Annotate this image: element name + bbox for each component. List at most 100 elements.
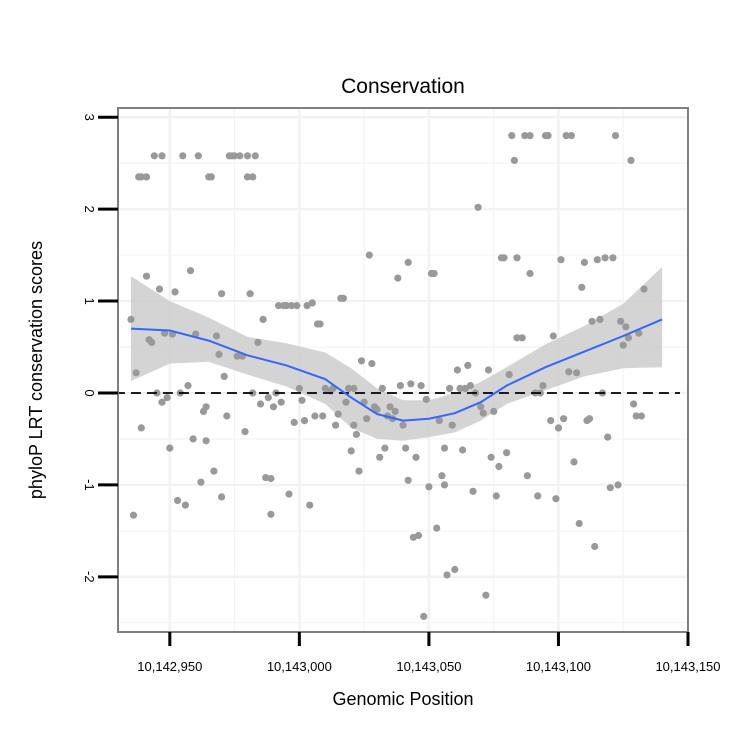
data-point — [295, 384, 303, 392]
data-point — [534, 492, 542, 500]
data-point — [311, 412, 319, 420]
data-point — [554, 424, 563, 432]
data-point — [396, 382, 404, 390]
data-point — [316, 320, 324, 328]
data-point — [585, 415, 594, 423]
y-axis-title: phyloP LRT conservation scores — [26, 241, 46, 499]
data-point — [210, 467, 218, 475]
data-point — [300, 417, 309, 425]
data-point — [487, 453, 495, 461]
data-point — [241, 428, 249, 436]
data-point — [637, 412, 646, 420]
data-point — [565, 368, 573, 376]
data-point — [630, 400, 638, 408]
chart-title: Conservation — [341, 75, 465, 98]
data-point — [243, 152, 252, 160]
data-point — [539, 382, 547, 390]
data-point — [440, 444, 449, 452]
data-point — [402, 444, 410, 452]
data-point — [155, 285, 164, 293]
data-point — [627, 156, 635, 164]
data-point — [339, 294, 347, 302]
data-point — [350, 421, 358, 429]
data-point — [503, 449, 511, 457]
data-point — [233, 352, 241, 360]
data-point — [179, 152, 187, 160]
data-point — [591, 542, 599, 551]
data-point — [223, 412, 231, 420]
plot-frame — [117, 107, 689, 633]
data-point — [557, 256, 565, 264]
data-point — [552, 495, 560, 503]
data-point — [285, 490, 293, 498]
x-axis-title: Genomic Position — [332, 689, 473, 709]
data-point — [500, 254, 508, 262]
data-point — [161, 329, 169, 337]
data-point — [293, 302, 301, 310]
data-point — [609, 254, 617, 262]
data-point — [137, 173, 145, 181]
data-point — [484, 366, 493, 374]
data-point — [518, 334, 526, 342]
y-tick-label: 0 — [82, 389, 97, 396]
data-point — [129, 511, 138, 519]
data-point — [267, 510, 275, 518]
data-point — [430, 269, 438, 278]
data-point — [492, 492, 500, 500]
data-point — [510, 156, 518, 164]
data-point — [267, 474, 275, 483]
data-point — [171, 288, 179, 296]
data-point — [264, 394, 272, 402]
y-tick-label: 1 — [82, 297, 97, 304]
data-point — [288, 302, 296, 310]
data-point — [438, 472, 446, 480]
data-point — [202, 437, 210, 445]
data-point — [184, 382, 192, 390]
data-point — [394, 274, 402, 282]
data-point — [368, 360, 376, 368]
data-point — [357, 357, 366, 365]
data-point — [580, 258, 589, 266]
data-point — [150, 152, 158, 160]
data-point — [355, 467, 363, 475]
data-point — [477, 403, 485, 411]
data-point — [347, 447, 355, 455]
data-point — [619, 341, 627, 349]
data-point — [578, 283, 586, 291]
data-point — [376, 453, 384, 461]
data-point — [640, 285, 648, 293]
data-point — [381, 444, 389, 452]
data-point — [622, 323, 630, 331]
data-point — [420, 612, 428, 621]
data-point — [433, 524, 441, 532]
data-point — [596, 315, 604, 323]
data-point — [466, 382, 474, 390]
data-point — [166, 444, 174, 452]
data-point — [614, 481, 622, 489]
data-point — [290, 418, 298, 426]
x-tick-label: 10,142,950 — [137, 659, 202, 674]
data-point — [163, 394, 171, 402]
data-point — [459, 446, 467, 454]
data-point — [456, 384, 464, 392]
data-point — [440, 481, 449, 489]
data-point — [259, 315, 267, 323]
data-point — [386, 403, 394, 411]
data-point — [373, 405, 381, 414]
data-point — [378, 384, 386, 392]
data-point — [334, 410, 342, 418]
data-point — [505, 371, 513, 379]
data-point — [422, 395, 430, 403]
data-point — [231, 152, 239, 160]
data-point — [243, 173, 252, 181]
data-point — [490, 407, 498, 415]
x-tick-label: 10,143,050 — [396, 659, 461, 674]
data-point — [526, 132, 534, 140]
data-point — [451, 565, 459, 574]
data-point — [513, 334, 521, 342]
data-point — [207, 173, 215, 181]
data-point — [412, 453, 420, 461]
data-point — [142, 173, 151, 181]
data-point — [425, 483, 433, 491]
